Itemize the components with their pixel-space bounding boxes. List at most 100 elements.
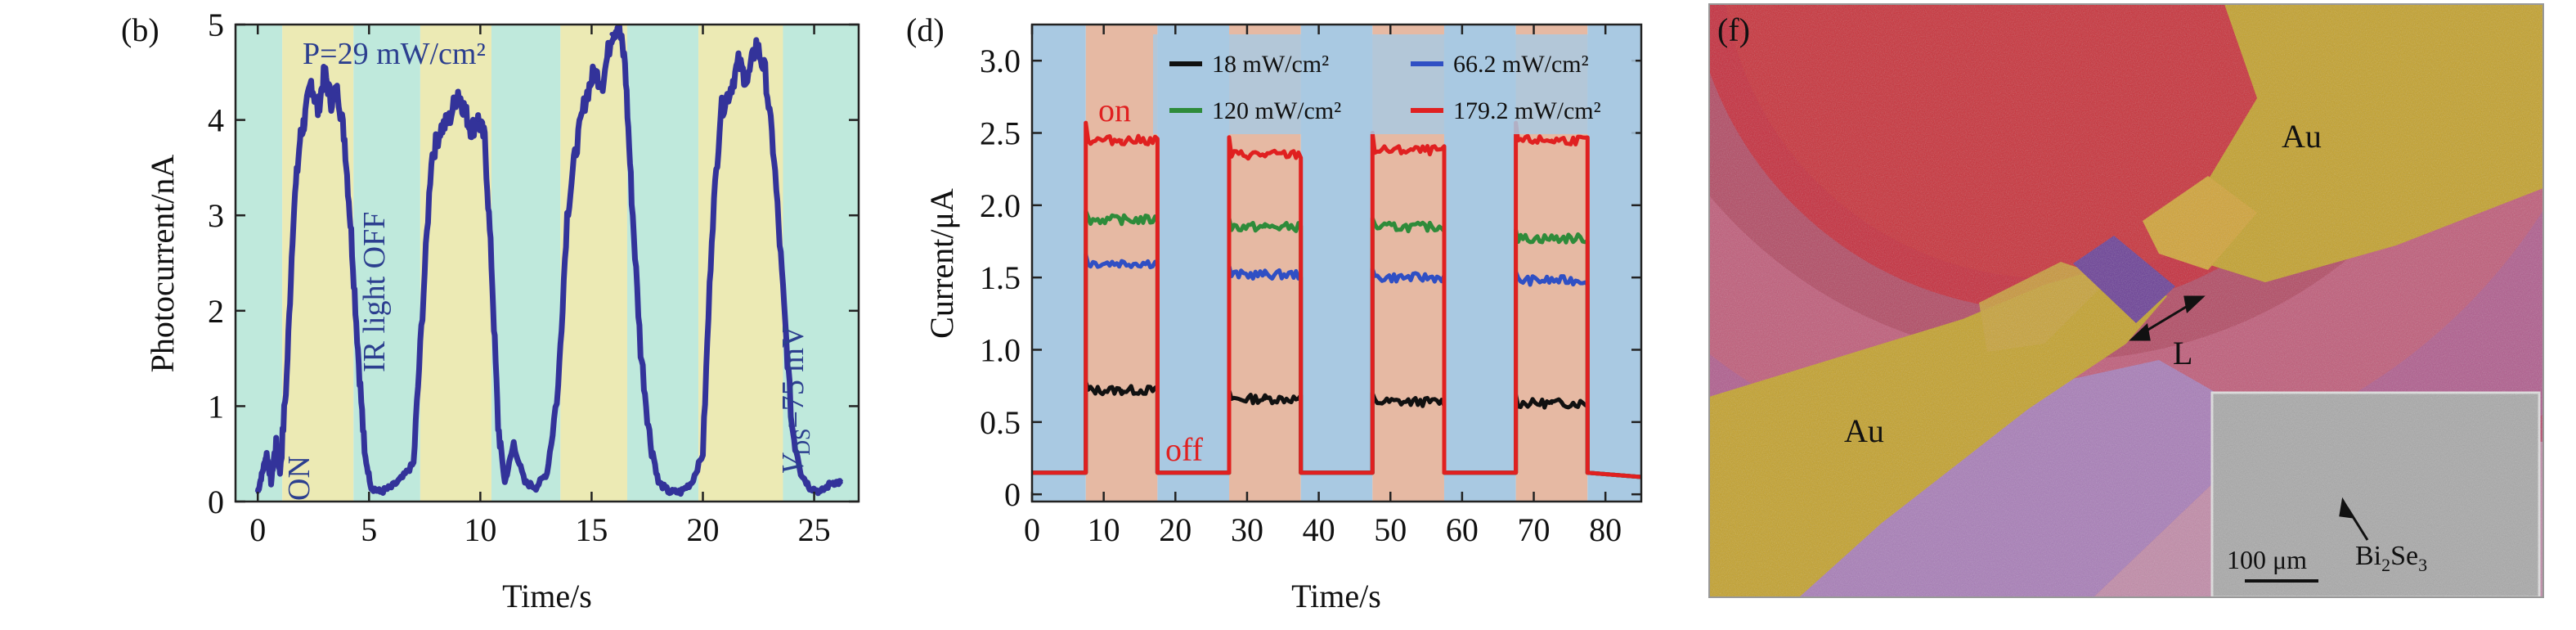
- y-tick-label: 5: [208, 7, 224, 43]
- photocurrent-point: [420, 308, 425, 313]
- photocurrent-point: [400, 475, 405, 480]
- current-on-level-point: [1263, 272, 1267, 277]
- x-tick-label: 0: [249, 511, 266, 548]
- y-tick-label: 2.0: [980, 187, 1021, 224]
- panel-d: 0 10 20 30 40 50 60 70 80 0 0.5 1.0 1.5 2.0 2.5 3.0 18…: [906, 11, 1643, 614]
- inset-material-sub-2: 3: [2418, 555, 2427, 575]
- photocurrent-point: [476, 118, 481, 123]
- photocurrent-point: [349, 232, 354, 237]
- au-label-bottom: Au: [1844, 412, 1884, 449]
- panel-b: 0 5 10 15 20 25 0 1 2 3 4 5 (b) Time/s Photocurren…: [121, 7, 860, 614]
- x-tick-label: 50: [1374, 511, 1407, 548]
- photocurrent-point: [356, 346, 361, 351]
- panel-b-vds-annotation: VDS=75 mV: [776, 325, 815, 475]
- current-on-level-point: [1263, 397, 1267, 401]
- photocurrent-point: [701, 452, 705, 457]
- current-on-level-point: [1120, 218, 1124, 222]
- photocurrent-point: [369, 485, 374, 490]
- current-on-level-point: [1120, 138, 1124, 142]
- x-tick-label: 20: [1159, 511, 1192, 548]
- panel-d-curve-layer: [1032, 120, 1641, 479]
- photocurrent-point: [807, 485, 812, 490]
- panel-b-y-ticks: 0 1 2 3 4 5: [208, 7, 859, 520]
- x-tick-label: 25: [798, 511, 831, 548]
- photocurrent-point: [362, 452, 367, 457]
- photocurrent-point: [456, 89, 460, 94]
- y-tick-label: 3: [208, 197, 224, 234]
- panel-d-frame: [1030, 23, 1643, 503]
- light-band-on: [560, 25, 627, 502]
- photocurrent-point: [789, 423, 794, 428]
- current-on-level-point: [1263, 153, 1267, 156]
- photocurrent-point: [573, 146, 578, 151]
- y-tick-label: 1.0: [980, 332, 1021, 369]
- photocurrent-point: [533, 485, 538, 490]
- photocurrent-point: [260, 470, 265, 475]
- panel-f-micrograph: [1709, 4, 2543, 597]
- photocurrent-point: [469, 127, 473, 132]
- panel-d-on-annotation: on: [1098, 92, 1131, 128]
- panel-b-vds-symbol: V: [776, 452, 810, 475]
- photocurrent-point: [736, 61, 741, 65]
- photocurrent-point: [342, 137, 347, 142]
- au-label-top: Au: [2282, 118, 2322, 155]
- panel-d-y-ticks: 0 0.5 1.0 1.5 2.0 2.5 3.0: [980, 43, 1641, 513]
- panel-f-frame: [1708, 3, 2544, 598]
- current-on-level-point: [1120, 388, 1124, 392]
- photocurrent-point: [502, 480, 507, 485]
- photocurrent-point: [622, 61, 627, 65]
- photocurrent-point: [489, 261, 494, 265]
- y-tick-label: 0.5: [980, 404, 1021, 441]
- panel-b-label: (b): [121, 11, 159, 48]
- photocurrent-point: [429, 155, 433, 160]
- photocurrent-point: [763, 70, 768, 74]
- sem-inset-texture: [2212, 393, 2539, 597]
- panel-d-y-axis-label: Current/μA: [923, 188, 960, 339]
- x-tick-label: 30: [1231, 511, 1263, 548]
- photocurrent-point: [291, 213, 296, 218]
- photocurrent-point: [298, 137, 303, 142]
- light-band-off: [1032, 25, 1086, 502]
- photocurrent-point: [482, 137, 487, 142]
- photocurrent-point: [273, 442, 278, 447]
- y-tick-label: 3.0: [980, 43, 1021, 79]
- y-tick-label: 1: [208, 388, 224, 425]
- photocurrent-point: [411, 461, 416, 466]
- photocurrent-point: [689, 480, 694, 485]
- photocurrent-point: [600, 79, 605, 84]
- current-series-line: [1032, 120, 1641, 479]
- photocurrent-point: [264, 452, 269, 457]
- photocurrent-point: [709, 232, 714, 237]
- inset-arrow: [2339, 497, 2369, 541]
- photocurrent-point: [438, 127, 442, 132]
- panel-b-light-bands: [236, 25, 859, 502]
- photocurrent-point: [754, 41, 759, 46]
- panel-d-legend-box: [1153, 34, 1636, 134]
- current-on-level-point: [1550, 401, 1554, 405]
- y-tick-label: 0: [1004, 476, 1021, 513]
- photocurrent-point: [378, 489, 383, 494]
- photocurrent-point: [829, 480, 834, 485]
- photocurrent-point: [389, 485, 393, 490]
- photocurrent-point: [798, 470, 803, 475]
- length-arrow: [2129, 295, 2206, 341]
- current-on-level-point: [1407, 276, 1411, 280]
- photocurrent-point: [302, 118, 307, 123]
- panel-b-power-annotation: P=29 mW/cm²: [303, 37, 486, 71]
- photocurrent-point: [638, 346, 643, 351]
- photocurrent-point: [277, 470, 282, 475]
- current-on-level-point: [1263, 225, 1267, 229]
- photocurrent-point: [511, 442, 516, 447]
- legend-label: 66.2 mW/cm²: [1453, 51, 1589, 78]
- y-tick-label: 2.5: [980, 115, 1021, 152]
- x-tick-label: 15: [575, 511, 608, 548]
- panel-f-label: (f): [1717, 11, 1750, 48]
- y-tick-label: 0: [208, 484, 224, 520]
- y-tick-label: 4: [208, 102, 224, 139]
- x-tick-label: 70: [1518, 511, 1551, 548]
- x-tick-label: 60: [1446, 511, 1479, 548]
- photocurrent-point: [591, 70, 596, 74]
- current-on-level-point: [1550, 236, 1554, 241]
- legend-label: 179.2 mW/cm²: [1453, 97, 1601, 124]
